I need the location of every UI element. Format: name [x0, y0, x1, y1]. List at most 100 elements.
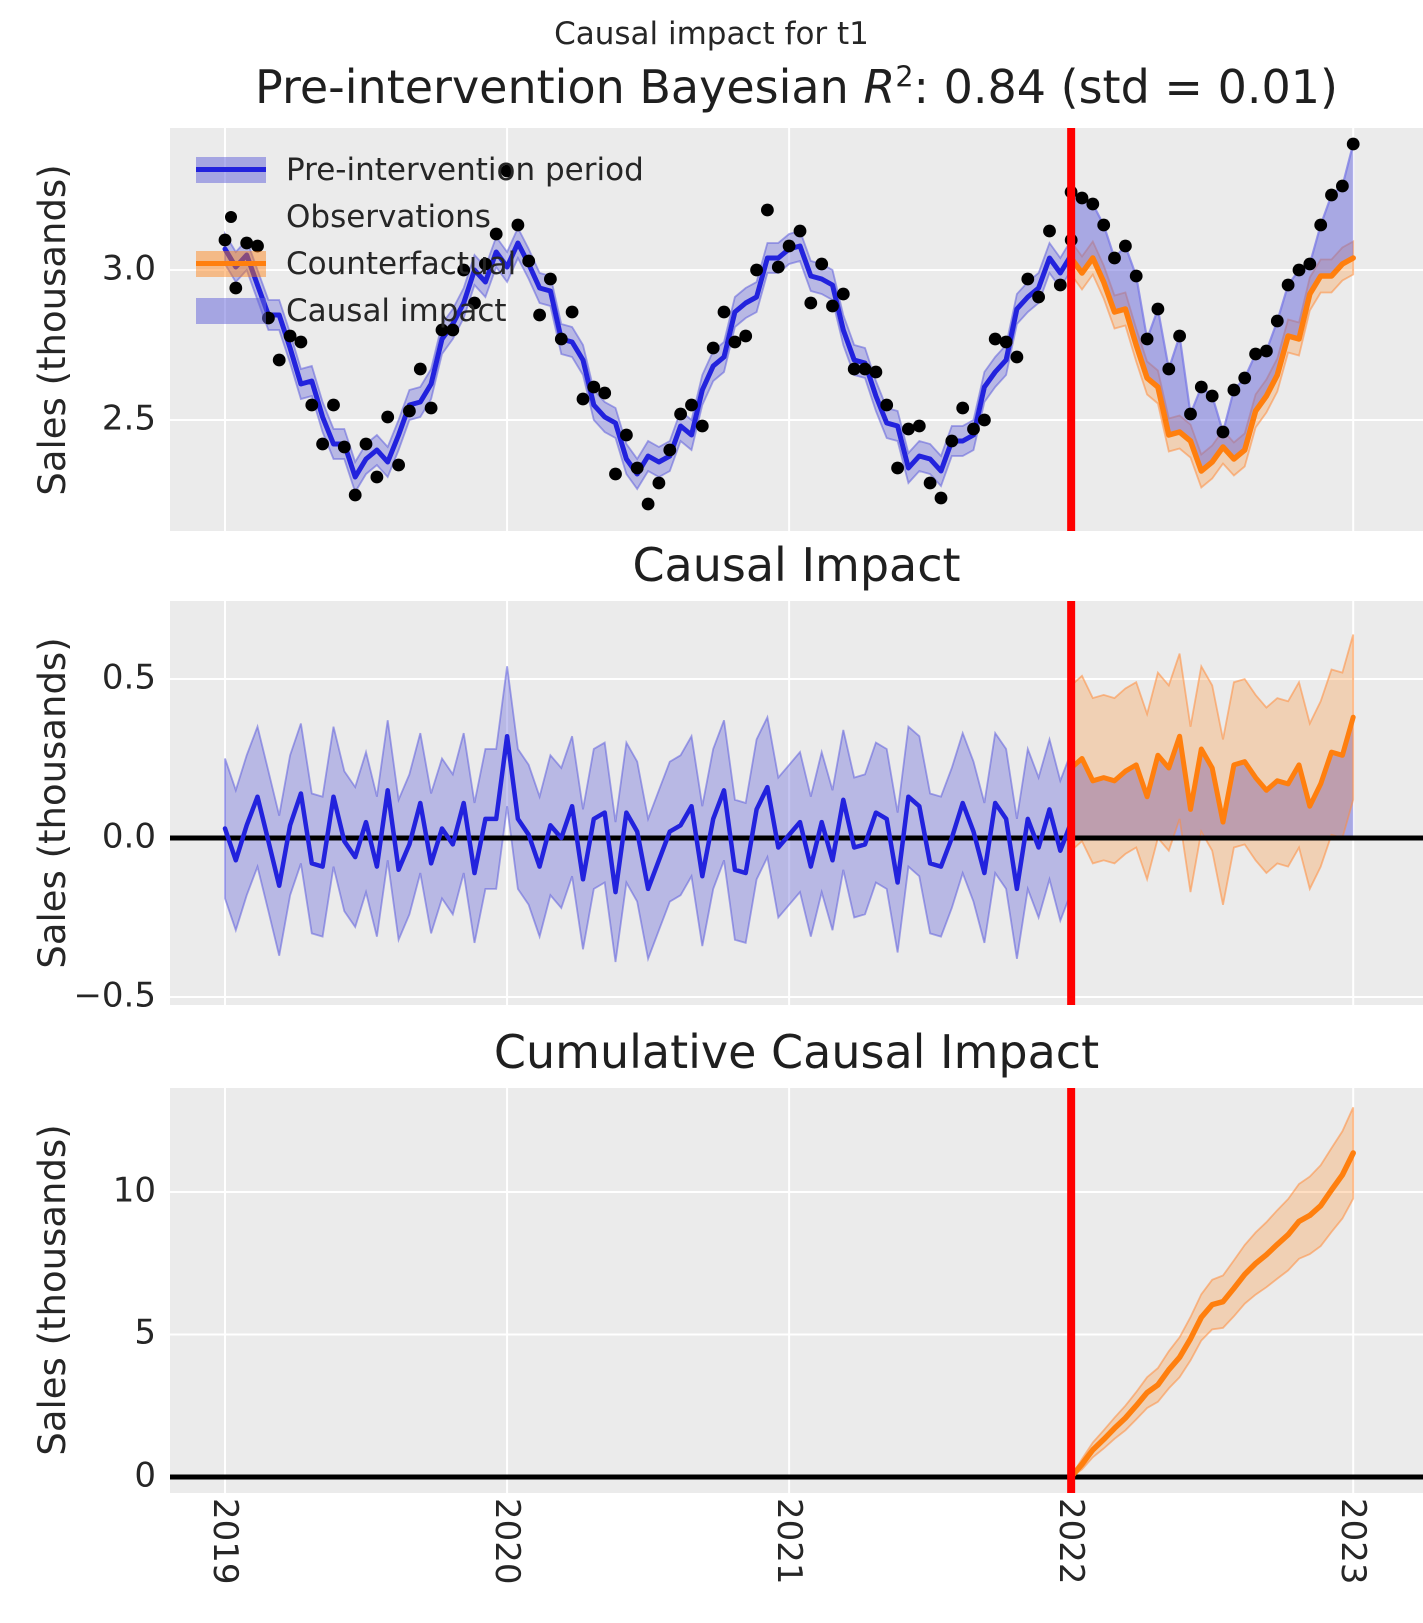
observation-dot	[1184, 407, 1197, 421]
observation-dot	[565, 305, 579, 319]
observation-dot	[446, 323, 460, 337]
observation-dot	[652, 476, 666, 490]
impact-post-line	[1068, 714, 1356, 825]
observation-dot	[554, 332, 568, 346]
observation-dot	[1108, 251, 1121, 265]
counterfactual-line	[1068, 255, 1356, 474]
observation-dot	[706, 341, 720, 355]
observation-dot	[793, 224, 807, 238]
observation-dot	[1173, 329, 1186, 343]
observation-dot	[392, 458, 405, 472]
observation-dot	[891, 461, 904, 475]
observation-dot	[869, 365, 883, 379]
observation-dot	[967, 422, 980, 436]
observation-dot	[1129, 269, 1143, 283]
observation-dot	[1216, 425, 1230, 439]
observation-dot	[695, 419, 709, 433]
observation-dot	[630, 461, 644, 475]
observation-dot	[500, 164, 514, 178]
observation-dot	[912, 419, 926, 433]
observation-dot	[836, 287, 850, 301]
legend-label: Counterfactual	[286, 245, 517, 282]
observation-dot	[381, 410, 395, 424]
observation-dot	[739, 329, 753, 343]
observation-dot	[1238, 371, 1252, 385]
panel-cumulative-causal-impact	[170, 1088, 1423, 1493]
observation-dot	[229, 281, 243, 295]
counterfactual-band-line-swatch	[196, 250, 266, 277]
observation-dot	[1010, 350, 1024, 364]
observation-dot	[435, 323, 449, 337]
observation-dot	[1249, 347, 1262, 361]
r-squared-symbol: R	[863, 60, 896, 114]
observation-dot	[1097, 218, 1111, 232]
observation-dot	[468, 296, 481, 310]
observation-dot	[1336, 179, 1349, 193]
x-tick-label: 2021	[769, 1498, 810, 1585]
pre-intervention-fit-plot	[170, 128, 1423, 531]
observation-dot	[782, 239, 796, 253]
observation-dot	[923, 476, 937, 490]
observation-dot	[251, 239, 264, 253]
legend-item-pre-intervention: Pre-intervention period	[196, 146, 644, 193]
observation-dot	[424, 401, 438, 415]
observation-dot	[717, 305, 731, 319]
observation-dot	[544, 272, 557, 286]
panel1-title-prefix: Pre-intervention Bayesian	[255, 60, 864, 114]
observation-dot	[945, 434, 959, 448]
observation-dot	[1032, 290, 1045, 304]
legend-item-causal-impact: Causal impact	[196, 287, 644, 334]
pre-intervention-band-line-swatch	[196, 156, 266, 183]
observation-dot	[316, 437, 329, 451]
observation-dot	[522, 254, 536, 268]
observation-dot	[999, 335, 1013, 349]
observation-dot	[1270, 314, 1284, 328]
observation-dot	[1325, 188, 1338, 202]
observation-dot	[815, 257, 829, 271]
observation-dot	[1292, 263, 1306, 277]
observation-dot	[598, 386, 612, 400]
observation-dot	[1043, 224, 1056, 238]
observation-dot	[1314, 218, 1328, 232]
observation-dot	[1140, 332, 1154, 346]
legend-label: Causal impact	[286, 292, 507, 329]
legend-label: Pre-intervention period	[286, 151, 644, 188]
observation-dot	[641, 497, 655, 511]
observation-dot	[1086, 197, 1100, 211]
observation-dot	[1162, 362, 1176, 376]
legend-item-counterfactual: Counterfactual	[196, 240, 644, 287]
y-tick-label: 2.5	[101, 398, 156, 439]
observation-dot	[902, 422, 915, 436]
observation-dot	[1075, 191, 1089, 205]
observation-dot	[1303, 257, 1317, 271]
panel-causal-impact	[170, 601, 1423, 1005]
panel2-y-axis-label: Sales (thousands)	[31, 637, 74, 969]
observation-dot	[327, 398, 340, 412]
observation-dot	[1346, 137, 1360, 151]
figure-suptitle: Causal impact for t1	[554, 16, 869, 52]
x-tick-label: 2019	[204, 1498, 245, 1585]
observation-dot	[685, 398, 698, 412]
impact-pre-hdi-band	[224, 666, 1073, 963]
observation-dot	[761, 203, 774, 217]
legend: Pre-intervention period Observations Cou…	[196, 146, 644, 334]
y-tick-label: 5	[134, 1313, 156, 1354]
observation-dot	[370, 470, 384, 484]
observation-dot	[804, 296, 818, 310]
observation-dot	[988, 332, 1002, 346]
causal-impact-band-swatch	[196, 297, 266, 324]
observation-dot	[956, 401, 970, 415]
r-squared-exponent: 2	[895, 60, 914, 94]
observation-dot	[858, 362, 872, 376]
panel3-title: Cumulative Causal Impact	[493, 1025, 1100, 1079]
x-tick-label: 2020	[487, 1498, 528, 1585]
observation-dot	[934, 491, 948, 505]
observation-dot	[283, 329, 297, 343]
observation-dot	[771, 260, 785, 274]
observation-dot	[457, 263, 471, 277]
observation-dot	[1021, 272, 1035, 286]
observation-dot	[1053, 278, 1067, 292]
observations-dot-swatch	[196, 204, 266, 230]
observation-dot	[847, 362, 861, 376]
